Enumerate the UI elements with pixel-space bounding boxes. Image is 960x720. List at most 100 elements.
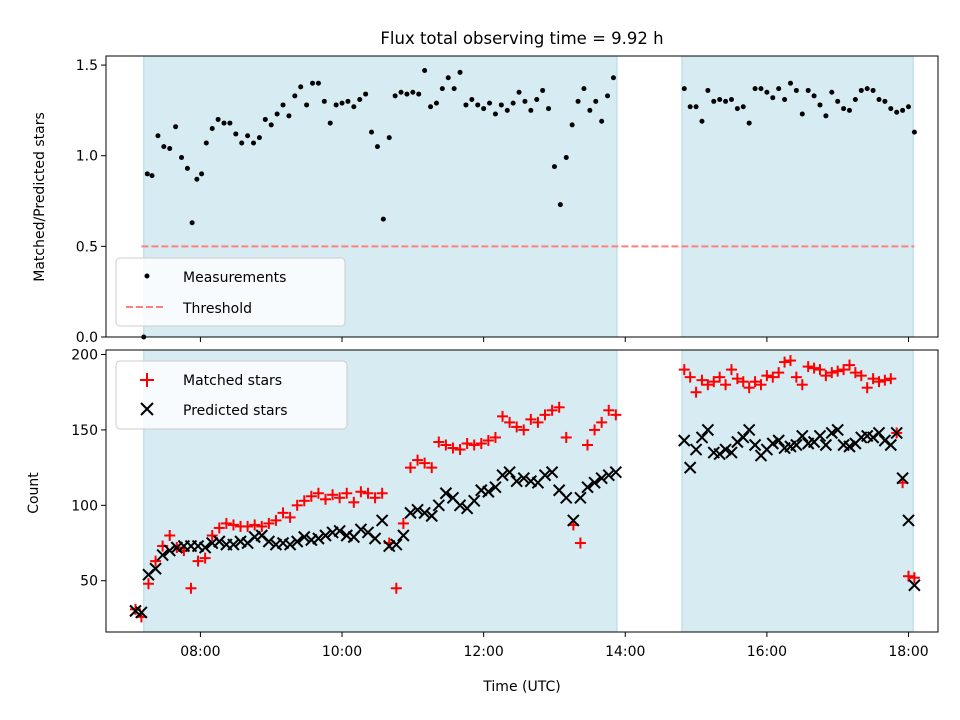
matched-star-point: [814, 364, 826, 376]
predicted-star-point: [737, 431, 750, 444]
bottom-x-tick-label: 14:00: [605, 644, 645, 660]
matched-star-point: [553, 401, 565, 413]
bottom-y-tick-label: 200: [71, 348, 98, 364]
predicted-star-point: [595, 471, 608, 485]
predicted-star-point: [725, 446, 738, 459]
matched-star-point: [312, 487, 324, 499]
top-y-tick-label: 0.0: [76, 330, 98, 346]
predicted-star-point: [425, 509, 438, 523]
matched-star-point: [341, 487, 353, 499]
predicted-star-point: [701, 423, 715, 437]
matched-star-point: [298, 495, 310, 507]
measurement-point: [463, 102, 469, 108]
measurement-point: [905, 104, 911, 110]
matched-star-point: [678, 364, 690, 376]
predicted-star-point: [609, 465, 623, 479]
matched-star-point: [369, 492, 381, 504]
matched-star-point: [199, 552, 211, 564]
measurement-point: [439, 86, 445, 92]
measurement-point: [581, 86, 587, 92]
measurement-point: [227, 120, 233, 126]
matched-star-point: [603, 404, 615, 416]
predicted-star-point: [772, 434, 785, 447]
matched-star-point: [879, 374, 891, 386]
predicted-star-point: [368, 532, 382, 545]
measurement-point: [433, 100, 439, 106]
predicted-star-point: [482, 485, 495, 498]
measurement-point: [398, 89, 404, 95]
measurement-point: [510, 100, 516, 106]
measurement-point: [841, 106, 847, 112]
measurement-point: [498, 102, 504, 108]
predicted-star-point: [432, 499, 446, 512]
matched-star-point: [802, 361, 814, 373]
predicted-star-point: [574, 491, 587, 504]
predicted-star-point: [298, 530, 311, 544]
predicted-star-point: [312, 532, 325, 545]
measurement-point: [327, 120, 333, 126]
predicted-star-point: [719, 443, 732, 456]
measurement-point: [298, 84, 304, 90]
measurement-point: [149, 173, 155, 179]
predicted-star-point: [884, 438, 898, 452]
measurement-point: [422, 68, 428, 74]
predicted-star-point: [439, 487, 453, 500]
measurement-point: [504, 107, 510, 113]
predicted-star-point: [510, 474, 523, 488]
measurement-point: [681, 86, 687, 92]
matched-star-point: [447, 442, 459, 454]
predicted-star-point: [227, 538, 240, 551]
matched-star-point: [497, 410, 509, 422]
measurement-point: [481, 106, 487, 112]
predicted-star-point: [819, 438, 833, 452]
matched-star-point: [731, 373, 743, 385]
measurement-point: [551, 164, 557, 170]
measurement-point: [363, 91, 369, 97]
matched-star-point: [773, 367, 785, 379]
matched-star-point: [511, 421, 523, 433]
measurement-point: [321, 98, 327, 104]
matched-star-point: [348, 496, 360, 508]
top-y-axis: 0.0 0.5 1.0 1.5: [76, 58, 106, 346]
matched-star-point: [902, 570, 914, 582]
x-axis-label: Time (UTC): [482, 679, 560, 695]
measurement-point: [793, 87, 799, 93]
bottom-panel: 50 100 150 200 08:00 10:00 12:00 14:00 16:00 18:…: [26, 348, 939, 695]
measurement-point: [416, 91, 422, 97]
predicted-star-point: [319, 529, 332, 542]
measurement-point: [740, 104, 746, 110]
matched-star-point: [404, 462, 416, 474]
matched-star-point: [468, 439, 480, 451]
matched-star-point: [433, 436, 445, 448]
top-panel: 0.0 0.5 1.0 1.5 Matched/Predicted stars Mea…: [32, 55, 939, 346]
predicted-star-point: [908, 579, 921, 592]
matched-star-point: [843, 359, 855, 371]
matched-star-point: [808, 362, 820, 374]
matched-star-point: [213, 522, 225, 534]
top-legend: Measurements Threshold: [115, 257, 346, 327]
top-y-axis-label: Matched/Predicted stars: [32, 112, 48, 282]
matched-star-point: [192, 555, 204, 567]
measurement-point: [286, 113, 292, 119]
predicted-star-point: [453, 499, 467, 512]
measurement-point: [911, 129, 917, 135]
measurement-point: [184, 165, 190, 171]
matched-star-point: [690, 386, 702, 398]
matched-star-point: [725, 364, 737, 376]
measurement-point: [894, 109, 900, 115]
bottom-legend-box: [115, 360, 348, 430]
predicted-star-point: [683, 461, 697, 474]
matched-star-point: [873, 376, 885, 388]
legend-matched-label: Matched stars: [183, 373, 282, 389]
bottom-x-axis: 08:00 10:00 12:00 14:00 16:00 18:00: [180, 632, 929, 660]
predicted-star-point: [896, 471, 909, 485]
matched-star-point: [518, 424, 530, 436]
predicted-star-point: [790, 438, 803, 452]
measurement-point: [194, 176, 200, 182]
measurement-point: [882, 98, 888, 104]
predicted-star-point: [602, 468, 615, 482]
measurement-point: [345, 98, 351, 104]
bottom-y-axis: 50 100 150 200: [71, 348, 106, 590]
top-legend-box: [115, 257, 346, 327]
matched-star-point: [885, 373, 897, 385]
